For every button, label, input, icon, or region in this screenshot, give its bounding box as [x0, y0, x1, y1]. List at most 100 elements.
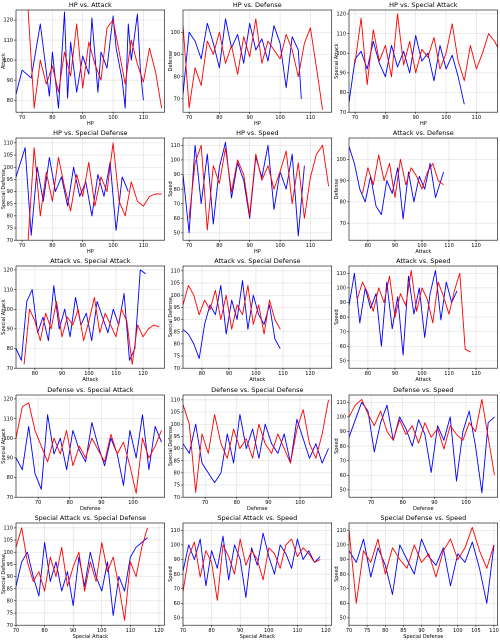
x-axis-label: Special Attack	[239, 634, 275, 640]
y-axis-label: Speed	[168, 181, 174, 197]
x-tick-label: 120	[305, 372, 315, 378]
chart-svg: 70 80 90 100 110 80 90 100 110 120 HP vs. Attack HP…	[1, 1, 165, 127]
series-line	[182, 285, 281, 335]
plot-frame	[15, 137, 165, 241]
y-axis-label: Defense	[334, 179, 340, 200]
chart-svg: 70 80 90 100 110 70 75 80 85 90 95 100 105 110 HP vs. …	[1, 129, 165, 255]
y-tick-label: 85	[173, 330, 179, 336]
y-tick-label: 80	[7, 98, 13, 104]
x-tick-label: 100	[108, 243, 118, 249]
chart-title: Defense vs. Special Attack	[47, 386, 134, 394]
x-tick-label: 80	[365, 372, 371, 378]
y-axis-label: Speed	[334, 566, 340, 582]
y-tick-label: 70	[340, 330, 346, 336]
series-line	[27, 9, 163, 109]
x-tick-label: 80	[216, 243, 222, 249]
y-axis-label: Special Defense	[168, 297, 174, 337]
x-tick-label: 70	[179, 628, 185, 634]
y-tick-label: 100	[170, 158, 180, 164]
y-tick-label: 100	[337, 414, 347, 420]
y-tick-label: 90	[173, 557, 179, 563]
y-tick-label: 90	[173, 172, 179, 178]
y-tick-label: 90	[340, 301, 346, 307]
chart-title: HP vs. Special Attack	[389, 1, 458, 9]
x-tick-label: 90	[80, 243, 86, 249]
y-tick-label: 80	[7, 214, 13, 220]
chart-svg: 70 80 90 100 70 80 90 100 110 120 Defense vs. Spec…	[1, 386, 165, 512]
x-tick-label: 90	[246, 243, 252, 249]
series-line	[354, 13, 498, 86]
y-tick-label: 50	[173, 231, 179, 237]
series-line	[16, 269, 146, 362]
series-line	[349, 146, 445, 220]
chart-panel: 70 80 90 100 110 70 75 80 85 90 95 100 105 110 HP vs. …	[0, 128, 167, 256]
chart-svg: 70 75 80 85 90 95 100 105 110 50 60 70 80 90 100 110 Spe…	[334, 514, 500, 640]
y-tick-label: 80	[173, 572, 179, 578]
y-tick-label: 80	[340, 572, 346, 578]
x-tick-label: 80	[233, 500, 239, 506]
chart-svg: 70 80 90 100 110 120 70 75 80 85 90 95 100 105 110 Spec…	[1, 514, 165, 640]
x-tick-label: 100	[84, 372, 94, 378]
x-tick-label: 100	[264, 628, 274, 634]
y-tick-label: 100	[170, 542, 180, 548]
chart-svg: 70 80 90 100 110 70 80 90 100 HP vs. Defense HP Def…	[168, 1, 332, 127]
plot-frame	[15, 394, 165, 498]
x-tick-label: 110	[305, 243, 315, 249]
series-line	[16, 147, 129, 236]
y-tick-label: 60	[173, 601, 179, 607]
x-tick-label: 100	[295, 500, 305, 506]
chart-title: Attack vs. Defense	[393, 129, 454, 137]
x-tick-label: 90	[392, 243, 398, 249]
x-tick-label: 80	[400, 500, 406, 506]
x-tick-label: 70	[19, 115, 25, 121]
series-line	[349, 270, 458, 356]
y-tick-label: 70	[173, 202, 179, 208]
y-tick-label: 100	[337, 51, 347, 57]
y-tick-label: 100	[337, 286, 347, 292]
y-tick-label: 50	[340, 487, 346, 493]
chart-panel: 70 80 90 100 110 70 80 90 100 HP vs. Defense HP Def…	[167, 0, 334, 128]
plot-frame	[15, 522, 165, 626]
x-tick-label: 90	[432, 500, 438, 506]
y-tick-label: 70	[7, 494, 13, 500]
y-tick-label: 100	[3, 436, 13, 442]
y-tick-label: 110	[3, 416, 13, 422]
y-tick-label: 95	[173, 305, 179, 311]
chart-title: Attack vs. Speed	[396, 257, 450, 265]
x-axis-label: HP	[254, 249, 261, 255]
y-tick-label: 60	[340, 473, 346, 479]
x-tick-label: 90	[413, 115, 419, 121]
x-tick-label: 85	[401, 628, 407, 634]
x-tick-label: 100	[108, 115, 118, 121]
series-line	[182, 18, 323, 111]
x-tick-label: 110	[490, 628, 500, 634]
x-tick-label: 70	[13, 628, 19, 634]
y-tick-label: 80	[340, 443, 346, 449]
plot-frame	[182, 394, 332, 498]
series-line	[362, 154, 445, 199]
x-tick-label: 110	[445, 372, 455, 378]
x-tick-label: 70	[19, 243, 25, 249]
y-tick-label: 75	[7, 226, 13, 232]
x-tick-label: 75	[364, 628, 370, 634]
x-tick-label: 90	[392, 372, 398, 378]
series-line	[182, 532, 321, 598]
x-tick-label: 90	[70, 628, 76, 634]
chart-title: Defense vs. Speed	[393, 386, 453, 394]
chart-svg: 70 80 90 100 50 60 70 80 90 100 110 Defense vs. Spe…	[334, 386, 499, 512]
y-tick-label: 110	[170, 269, 180, 275]
x-axis-label: HP	[87, 249, 94, 255]
chart-panel: 70 80 90 100 110 70 80 90 100 110 120 HP vs. Specia…	[333, 0, 500, 128]
y-tick-label: 110	[337, 271, 347, 277]
y-tick-label: 80	[7, 475, 13, 481]
y-tick-label: 70	[340, 110, 346, 116]
x-tick-label: 70	[368, 500, 374, 506]
chart-svg: 80 90 100 110 120 50 60 70 80 90 100 110 Attack vs. …	[334, 257, 499, 384]
y-tick-label: 75	[173, 482, 179, 488]
series-line	[23, 297, 160, 366]
y-tick-label: 90	[340, 557, 346, 563]
series-line	[349, 398, 496, 475]
series-line	[182, 142, 305, 237]
x-tick-label: 100	[97, 628, 107, 634]
chart-panel: 70 80 90 100 110 120 70 75 80 85 90 95 100 105 110 Spec…	[0, 513, 167, 641]
